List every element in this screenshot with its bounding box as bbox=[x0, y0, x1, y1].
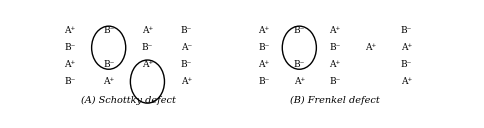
Text: B⁻: B⁻ bbox=[103, 60, 114, 69]
Text: A⁺: A⁺ bbox=[364, 43, 376, 52]
Text: A⁺: A⁺ bbox=[257, 26, 269, 35]
Text: B⁻: B⁻ bbox=[257, 77, 269, 86]
Text: B⁻: B⁻ bbox=[293, 26, 304, 35]
Text: (B) Frenkel defect: (B) Frenkel defect bbox=[289, 96, 379, 105]
Text: B⁻: B⁻ bbox=[180, 60, 192, 69]
Text: B⁻: B⁻ bbox=[64, 77, 76, 86]
Text: B⁻: B⁻ bbox=[180, 26, 192, 35]
Text: B⁻: B⁻ bbox=[257, 43, 269, 52]
Text: A⁺: A⁺ bbox=[400, 77, 411, 86]
Text: A⁺: A⁺ bbox=[400, 43, 411, 52]
Text: B⁻: B⁻ bbox=[400, 60, 411, 69]
Text: B⁻: B⁻ bbox=[329, 43, 340, 52]
Text: A⁺: A⁺ bbox=[293, 77, 304, 86]
Text: B⁻: B⁻ bbox=[400, 26, 411, 35]
Text: A⁺: A⁺ bbox=[180, 77, 191, 86]
Text: B⁻: B⁻ bbox=[64, 43, 76, 52]
Text: (A) Schottky defect: (A) Schottky defect bbox=[80, 96, 175, 105]
Text: B⁻: B⁻ bbox=[329, 77, 340, 86]
Text: A⁺: A⁺ bbox=[141, 60, 153, 69]
Text: A⁺: A⁺ bbox=[141, 26, 153, 35]
Text: A⁺: A⁺ bbox=[64, 26, 76, 35]
Text: A⁻: A⁻ bbox=[180, 43, 191, 52]
Text: A⁺: A⁺ bbox=[103, 77, 114, 86]
Text: A⁺: A⁺ bbox=[329, 26, 340, 35]
Text: A⁺: A⁺ bbox=[257, 60, 269, 69]
Text: B⁻: B⁻ bbox=[103, 26, 114, 35]
Text: B⁻: B⁻ bbox=[141, 43, 153, 52]
Text: B⁻: B⁻ bbox=[293, 60, 304, 69]
Text: A⁺: A⁺ bbox=[64, 60, 76, 69]
Text: A⁺: A⁺ bbox=[329, 60, 340, 69]
